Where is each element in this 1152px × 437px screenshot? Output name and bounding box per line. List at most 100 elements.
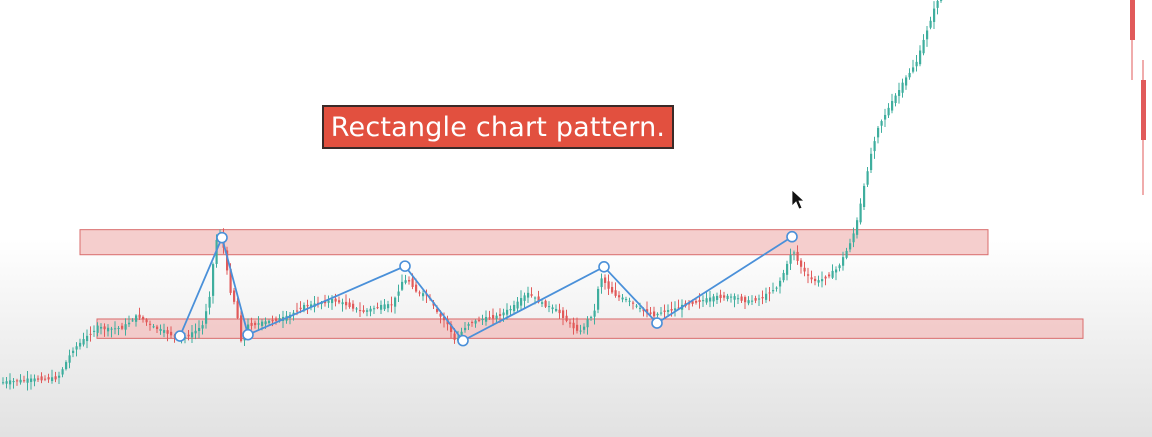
candle-body xyxy=(306,304,309,307)
candle-body xyxy=(758,298,761,300)
candle-body xyxy=(394,297,397,307)
candle-body xyxy=(936,0,939,8)
candle-body xyxy=(488,317,491,319)
candle-body xyxy=(345,301,348,306)
candle-body xyxy=(198,327,201,332)
candle-body xyxy=(516,301,519,309)
candle-body xyxy=(509,308,512,311)
candle-body xyxy=(667,310,670,312)
candle-body xyxy=(842,257,845,266)
candle-body xyxy=(866,171,869,185)
candle-body xyxy=(810,277,813,280)
candle-body xyxy=(824,276,827,279)
candle-body xyxy=(464,327,467,331)
candle-body xyxy=(86,335,89,342)
candle-body xyxy=(19,379,22,383)
candle-body xyxy=(75,346,78,350)
candle-body xyxy=(96,325,99,333)
candle-body xyxy=(33,378,36,382)
candle-body xyxy=(338,300,341,303)
candle-body xyxy=(873,141,876,152)
candle-body xyxy=(849,243,852,250)
candle-body xyxy=(583,326,586,330)
candle-body xyxy=(233,290,236,302)
candle-body xyxy=(548,306,551,308)
candle-body xyxy=(576,324,579,331)
candle-body xyxy=(863,185,866,208)
candle-body xyxy=(775,287,778,289)
candle-body xyxy=(226,250,229,271)
candle-body xyxy=(740,296,743,301)
candle-body xyxy=(100,326,103,329)
candle-body xyxy=(551,307,554,310)
candle-body xyxy=(411,278,414,287)
candle-body xyxy=(754,298,757,301)
candle-body xyxy=(786,263,789,275)
candle-body xyxy=(275,318,278,321)
candle-body xyxy=(838,265,841,269)
candle-body xyxy=(390,304,393,306)
candle-body xyxy=(856,220,859,235)
candle-body xyxy=(415,284,418,292)
candle-body xyxy=(905,77,908,86)
pattern-point xyxy=(174,330,186,342)
candle-body xyxy=(82,339,85,345)
candle-body xyxy=(9,380,12,385)
candle-body xyxy=(166,330,169,334)
candle-body xyxy=(240,315,243,342)
candle-body xyxy=(586,319,589,328)
candle-body xyxy=(47,377,50,380)
candle-body xyxy=(919,50,922,65)
candle-body xyxy=(761,297,764,299)
candle-body xyxy=(58,375,61,378)
candle-body xyxy=(37,378,40,380)
candle-body xyxy=(156,326,159,330)
candle-body xyxy=(572,322,575,329)
candle-body xyxy=(278,318,281,322)
candle-body xyxy=(138,314,141,318)
candle-body xyxy=(723,295,726,298)
pattern-point xyxy=(457,334,469,347)
candle-body xyxy=(408,280,411,282)
candle-body xyxy=(821,279,824,282)
candle-body xyxy=(635,305,638,307)
candle-body xyxy=(103,326,106,330)
candle-body xyxy=(940,0,943,1)
candle-body xyxy=(590,316,593,318)
pattern-point xyxy=(216,231,228,244)
candle-body xyxy=(891,101,894,111)
candle-body xyxy=(705,298,708,303)
candle-body xyxy=(593,310,596,317)
candle-body xyxy=(751,300,754,302)
candle-body xyxy=(597,288,600,310)
candle-body xyxy=(51,377,54,382)
candle-body xyxy=(467,324,470,326)
candle-body xyxy=(653,311,656,317)
zone-layer xyxy=(79,229,1084,339)
candle-body xyxy=(922,39,925,54)
candle-body xyxy=(537,296,540,303)
candle-body xyxy=(229,268,232,293)
candle-body xyxy=(114,328,117,330)
candle-body xyxy=(730,296,733,298)
candle-body xyxy=(163,330,166,333)
candle-body xyxy=(450,323,453,333)
candle-body xyxy=(726,295,729,300)
candle-body xyxy=(782,272,785,281)
candle-body xyxy=(628,300,631,302)
candle-body xyxy=(604,277,607,283)
candle-body xyxy=(135,315,138,322)
candle-body xyxy=(478,319,481,321)
candle-body xyxy=(93,330,96,332)
candle-body xyxy=(128,322,131,325)
candle-body xyxy=(30,378,33,382)
candle-body xyxy=(170,331,173,336)
candle-body xyxy=(327,300,330,303)
candle-body xyxy=(772,290,775,292)
candle-body xyxy=(691,301,694,304)
candle-body xyxy=(495,315,498,319)
candle-body xyxy=(747,300,750,304)
candle-body xyxy=(831,270,834,278)
candle-body xyxy=(89,333,92,335)
candle-body xyxy=(789,255,792,264)
